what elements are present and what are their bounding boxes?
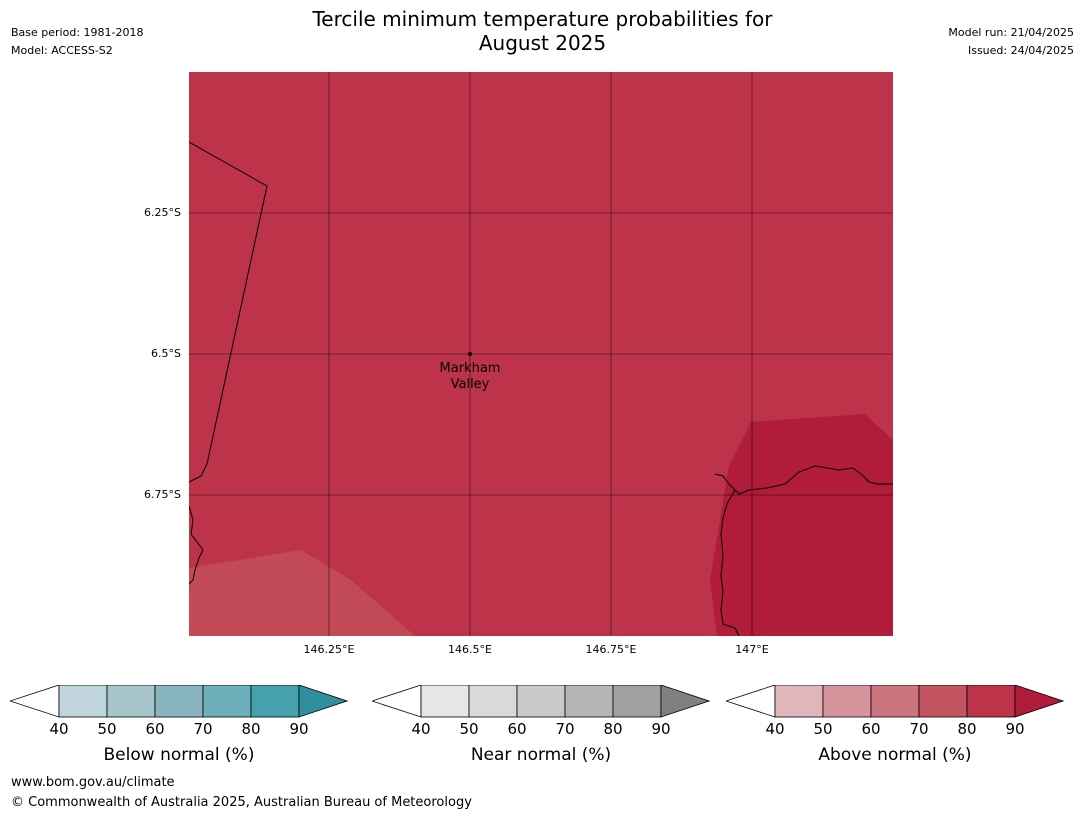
colorbar-swatch: [516, 685, 566, 718]
lat-label: 6.25°S: [144, 206, 181, 219]
title-line-2: August 2025: [478, 31, 607, 55]
colorbar-swatch: [420, 685, 470, 718]
colorbar-swatch: [1014, 685, 1064, 718]
colorbar-swatch: [660, 685, 710, 718]
colorbar-swatch: [822, 685, 872, 718]
colorbar-tick: 50: [459, 720, 479, 738]
colorbar-label-near-normal: Near normal (%): [470, 745, 612, 765]
footer-copyright: © Commonwealth of Australia 2025, Austra…: [11, 795, 472, 810]
header-left: Base period: 1981-2018 Model: ACCESS-S2: [11, 24, 143, 60]
header-right: Model run: 21/04/2025 Issued: 24/04/2025: [948, 24, 1074, 60]
colorbar-near-normal: [372, 685, 710, 718]
colorbar-swatch: [564, 685, 614, 718]
lower-probability-region: [189, 550, 415, 636]
colorbar-tick: 80: [957, 720, 977, 738]
lon-label: 146.5°E: [448, 643, 492, 656]
colorbar-swatch: [966, 685, 1016, 718]
colorbar-swatch: [154, 685, 204, 718]
place-marker: [468, 352, 472, 356]
lat-label: 6.75°S: [144, 488, 181, 501]
colorbar-below-normal: [10, 685, 348, 718]
place-label-line-2: Valley: [451, 377, 490, 392]
colorbar-swatch: [106, 685, 156, 718]
colorbar-swatch: [918, 685, 968, 718]
colorbar-tick: 60: [145, 720, 165, 738]
probability-map: Markham Valley: [189, 72, 893, 636]
colorbar-tick: 60: [861, 720, 881, 738]
colorbar-tick: 90: [289, 720, 309, 738]
graticule: [189, 72, 893, 636]
model-name: Model: ACCESS-S2: [11, 44, 113, 57]
colorbar-label-below-normal: Below normal (%): [103, 745, 255, 765]
lon-label: 147°E: [735, 643, 769, 656]
lon-label: 146.75°E: [585, 643, 637, 656]
colorbar-tick: 60: [507, 720, 527, 738]
colorbar-swatch: [372, 685, 422, 718]
colorbar-tick: 40: [411, 720, 431, 738]
colorbar-swatch: [250, 685, 300, 718]
colorbar-label-above-normal: Above normal (%): [818, 745, 972, 765]
colorbar-tick: 40: [765, 720, 785, 738]
colorbar-tick: 50: [813, 720, 833, 738]
colorbar-tick: 90: [1005, 720, 1025, 738]
colorbar-tick: 70: [193, 720, 213, 738]
colorbar-swatch: [10, 685, 60, 718]
title-line-1: Tercile minimum temperature probabilitie…: [312, 7, 773, 31]
colorbar-tick: 90: [651, 720, 671, 738]
model-run: Model run: 21/04/2025: [948, 26, 1074, 39]
base-period: Base period: 1981-2018: [11, 26, 144, 39]
colorbar-swatch: [774, 685, 824, 718]
colorbar-tick: 70: [555, 720, 575, 738]
colorbar-tick: 80: [603, 720, 623, 738]
place-label-line-1: Markham: [440, 361, 501, 376]
colorbar-swatch: [870, 685, 920, 718]
colorbar-swatch: [726, 685, 776, 718]
colorbar-swatch: [298, 685, 348, 718]
footer-url: www.bom.gov.au/climate: [11, 775, 175, 790]
colorbar-swatch: [612, 685, 662, 718]
issued-date: Issued: 24/04/2025: [967, 44, 1074, 57]
colorbar-swatch: [468, 685, 518, 718]
colorbar-tick: 50: [97, 720, 117, 738]
colorbar-above-normal: [726, 685, 1064, 718]
colorbar-tick: 80: [241, 720, 261, 738]
lon-label: 146.25°E: [303, 643, 355, 656]
colorbar-swatch: [58, 685, 108, 718]
colorbar-tick: 40: [49, 720, 69, 738]
lat-label: 6.5°S: [151, 347, 181, 360]
coastline: [189, 141, 893, 636]
higher-probability-region: [710, 414, 893, 636]
map-title: Tercile minimum temperature probabilitie…: [0, 7, 1085, 55]
colorbar-swatch: [202, 685, 252, 718]
colorbar-tick: 70: [909, 720, 929, 738]
